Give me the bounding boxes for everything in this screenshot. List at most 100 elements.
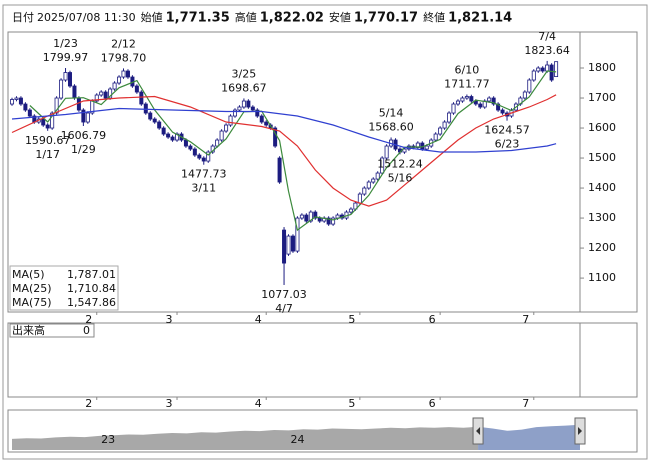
candle-body: [264, 121, 269, 126]
x-tick-label: 7: [522, 397, 529, 410]
x-tick-label: 5: [348, 397, 355, 410]
x-tick-label: 3: [166, 397, 173, 410]
candle-body: [103, 91, 108, 99]
x-tick-label: 4: [255, 313, 262, 326]
candle-body: [478, 103, 483, 108]
candle-body: [23, 103, 28, 111]
candle-body: [545, 64, 550, 72]
candle-body: [166, 133, 171, 138]
candle-body: [10, 99, 15, 105]
y-tick-label: 1500: [588, 151, 616, 164]
candle-body: [183, 139, 188, 147]
candle-body: [375, 172, 380, 180]
candle-body: [14, 97, 19, 100]
candle-body: [451, 103, 456, 114]
candle-body: [540, 67, 545, 72]
candle-body: [447, 112, 452, 123]
handle-arrow: [578, 427, 582, 435]
annotation-date: 3/11: [191, 182, 216, 195]
candle-body: [188, 145, 193, 150]
x-tick-label: 6: [429, 397, 436, 410]
candle-body: [290, 235, 295, 252]
candle-body: [496, 103, 501, 111]
candle-body: [76, 97, 81, 111]
header-label: 日付: [12, 11, 34, 24]
annotation-value: 1512.24: [377, 157, 423, 170]
candle-body: [81, 109, 86, 123]
candle-body: [224, 124, 229, 132]
x-tick-label: 5: [348, 313, 355, 326]
candle-body: [54, 97, 59, 114]
navigator-selected-area: [478, 424, 580, 450]
candle-body: [282, 229, 287, 264]
candle-body: [259, 115, 264, 123]
volume-label-box: [9, 323, 95, 338]
candle-body: [424, 145, 429, 150]
candle-body: [121, 70, 126, 78]
candle-body: [366, 181, 371, 189]
candle-body: [157, 121, 162, 129]
legend-value: 1,710.84: [67, 282, 116, 295]
candle-body: [326, 217, 331, 225]
candle-body: [380, 157, 385, 174]
candle-body: [554, 61, 559, 78]
header-label: 始値: [141, 10, 163, 24]
price-panel: [7, 31, 638, 313]
x-tick-label: 4: [255, 397, 262, 410]
candle-body: [460, 97, 465, 102]
candle-body: [143, 103, 148, 114]
candle-body: [99, 91, 104, 96]
annotation-value: 1590.67: [25, 134, 71, 147]
x-tick-label: 3: [166, 313, 173, 326]
candle-body: [250, 106, 255, 111]
candle-body: [299, 214, 304, 219]
legend-name: MA(75): [12, 296, 52, 309]
legend-value: 1,547.86: [67, 296, 116, 309]
candle-body: [331, 217, 336, 225]
candle-body: [192, 148, 197, 156]
candle-body: [469, 96, 474, 102]
annotation-date: 7/4: [538, 30, 556, 43]
header-label: 終値: [423, 10, 445, 24]
candle-body: [522, 91, 527, 99]
annotation-value: 1606.79: [61, 129, 107, 142]
candle-body: [201, 157, 206, 162]
annotation-value: 1799.97: [43, 51, 89, 64]
candle-body: [455, 100, 460, 105]
candle-body: [433, 133, 438, 141]
annotation-date: 5/14: [379, 106, 404, 119]
annotation-value: 1698.67: [221, 81, 267, 94]
candle-body: [491, 97, 496, 105]
candle-body: [232, 109, 237, 117]
header-value: 1,822.02: [260, 11, 324, 26]
candle-body: [117, 76, 122, 84]
annotation-date: 1/17: [35, 148, 60, 161]
annotation-value: 1823.64: [524, 44, 570, 57]
candle-body: [45, 124, 50, 129]
header-label: 高値: [235, 10, 257, 24]
candle-body: [313, 211, 318, 219]
candle-body: [304, 214, 309, 222]
ma-line: [11, 107, 557, 153]
annotation-date: 4/7: [275, 302, 293, 315]
outer-frame: [2, 4, 648, 460]
candle-body: [348, 208, 353, 213]
header-value: 1,770.17: [354, 11, 418, 26]
candle-body: [63, 72, 68, 81]
annotation-date: 1/23: [53, 37, 78, 50]
ma-line: [11, 94, 557, 207]
candle-body: [286, 235, 291, 255]
candle-body: [500, 109, 505, 114]
annotation-date: 5/16: [388, 171, 413, 184]
legend-name: MA(5): [12, 268, 45, 281]
candle-body: [50, 112, 55, 129]
candle-body: [85, 112, 90, 123]
candle-body: [67, 72, 72, 87]
legend-name: MA(25): [12, 282, 52, 295]
volume-value: 0: [83, 324, 90, 337]
navigator-panel: [7, 409, 638, 453]
candle-body: [384, 145, 389, 159]
header-value: 2025/07/08 11:30: [37, 11, 136, 24]
